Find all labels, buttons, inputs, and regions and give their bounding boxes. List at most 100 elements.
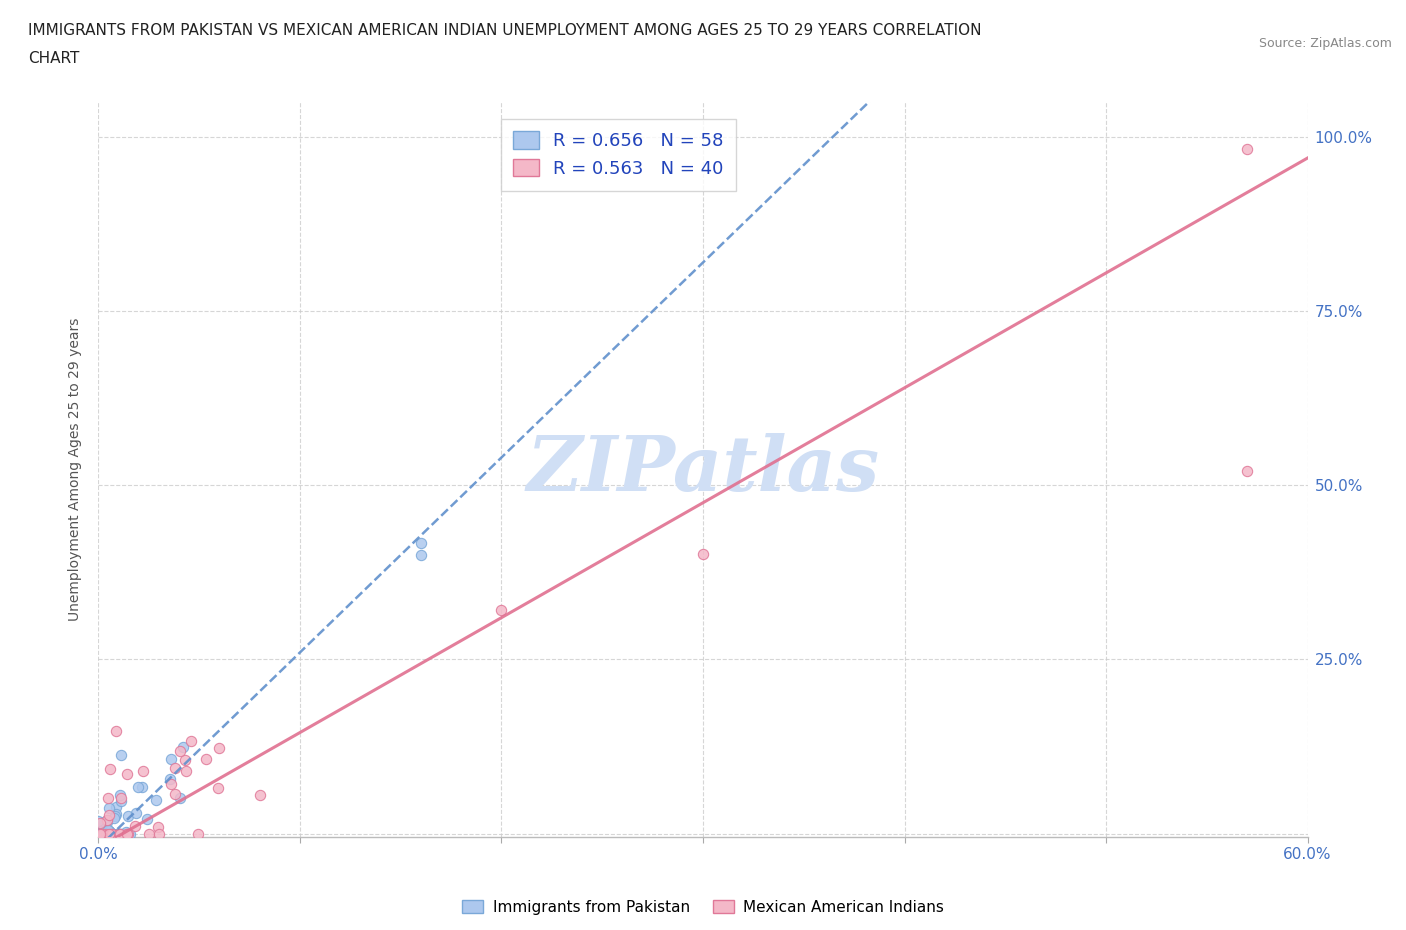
Point [136, 811, 159, 826]
Point [98, 825, 121, 840]
Point [117, 808, 139, 823]
Point [117, 826, 139, 841]
Point [409, 536, 432, 551]
Point [87, 814, 110, 829]
Text: CHART: CHART [28, 51, 80, 66]
Point [100, 826, 122, 841]
Point [91, 826, 114, 841]
Point [105, 826, 128, 841]
Point [692, 546, 714, 561]
Point [90, 826, 112, 841]
Point [96, 826, 118, 841]
Point [117, 766, 139, 781]
Point [120, 826, 142, 841]
Point [107, 826, 129, 841]
Point [108, 826, 131, 841]
Point [97, 823, 120, 838]
Point [91, 826, 114, 841]
Point [179, 733, 201, 748]
Point [176, 764, 198, 778]
Point [90, 826, 112, 841]
Point [104, 806, 127, 821]
Point [108, 788, 131, 803]
Point [98, 823, 121, 838]
Point [93, 826, 115, 841]
Point [1236, 141, 1258, 156]
Point [104, 808, 127, 823]
Point [110, 793, 132, 808]
Point [172, 739, 194, 754]
Point [249, 788, 271, 803]
Point [93, 815, 115, 830]
Point [104, 724, 127, 738]
Point [96, 813, 118, 828]
Point [160, 751, 183, 766]
Point [115, 824, 138, 839]
Point [115, 826, 138, 841]
Point [148, 826, 170, 841]
Point [91, 826, 114, 841]
Point [97, 823, 120, 838]
Point [127, 779, 149, 794]
Point [169, 744, 191, 759]
Point [101, 826, 124, 841]
Point [110, 790, 132, 805]
Point [101, 826, 124, 841]
Point [207, 780, 229, 795]
Point [91, 826, 114, 841]
Point [163, 761, 186, 776]
Point [97, 826, 120, 841]
Point [96, 813, 118, 828]
Point [101, 826, 124, 841]
Point [159, 772, 181, 787]
Point [132, 764, 155, 778]
Point [124, 805, 146, 820]
Point [146, 820, 169, 835]
Text: Source: ZipAtlas.com: Source: ZipAtlas.com [1258, 37, 1392, 50]
Point [159, 777, 181, 791]
Point [491, 603, 513, 618]
Point [89, 826, 111, 841]
Point [103, 811, 125, 826]
Point [89, 826, 111, 841]
Point [124, 818, 146, 833]
Point [105, 800, 128, 815]
Y-axis label: Unemployment Among Ages 25 to 29 years: Unemployment Among Ages 25 to 29 years [69, 318, 83, 621]
Point [115, 826, 138, 841]
Point [94, 826, 117, 841]
Point [409, 548, 432, 563]
Point [89, 816, 111, 830]
Point [208, 740, 231, 755]
Point [98, 808, 121, 823]
Point [91, 820, 114, 835]
Point [98, 762, 121, 777]
Point [97, 790, 120, 805]
Point [163, 787, 186, 802]
Point [91, 826, 114, 841]
Point [110, 826, 132, 841]
Point [89, 826, 111, 841]
Text: ZIPatlas: ZIPatlas [526, 432, 880, 507]
Point [1236, 464, 1258, 479]
Point [94, 822, 117, 837]
Point [187, 826, 209, 841]
Point [131, 779, 153, 794]
Point [87, 826, 110, 841]
Point [96, 815, 118, 830]
Point [145, 792, 167, 807]
Legend: R = 0.656   N = 58, R = 0.563   N = 40: R = 0.656 N = 58, R = 0.563 N = 40 [501, 119, 737, 191]
Point [91, 826, 114, 841]
Point [101, 826, 124, 841]
Point [108, 826, 131, 841]
Text: IMMIGRANTS FROM PAKISTAN VS MEXICAN AMERICAN INDIAN UNEMPLOYMENT AMONG AGES 25 T: IMMIGRANTS FROM PAKISTAN VS MEXICAN AMER… [28, 23, 981, 38]
Point [98, 801, 121, 816]
Point [110, 748, 132, 763]
Point [89, 826, 111, 841]
Point [169, 790, 191, 805]
Point [174, 752, 197, 767]
Point [91, 826, 114, 841]
Point [87, 826, 110, 841]
Legend: Immigrants from Pakistan, Mexican American Indians: Immigrants from Pakistan, Mexican Americ… [454, 892, 952, 923]
Point [93, 818, 115, 833]
Point [96, 826, 118, 841]
